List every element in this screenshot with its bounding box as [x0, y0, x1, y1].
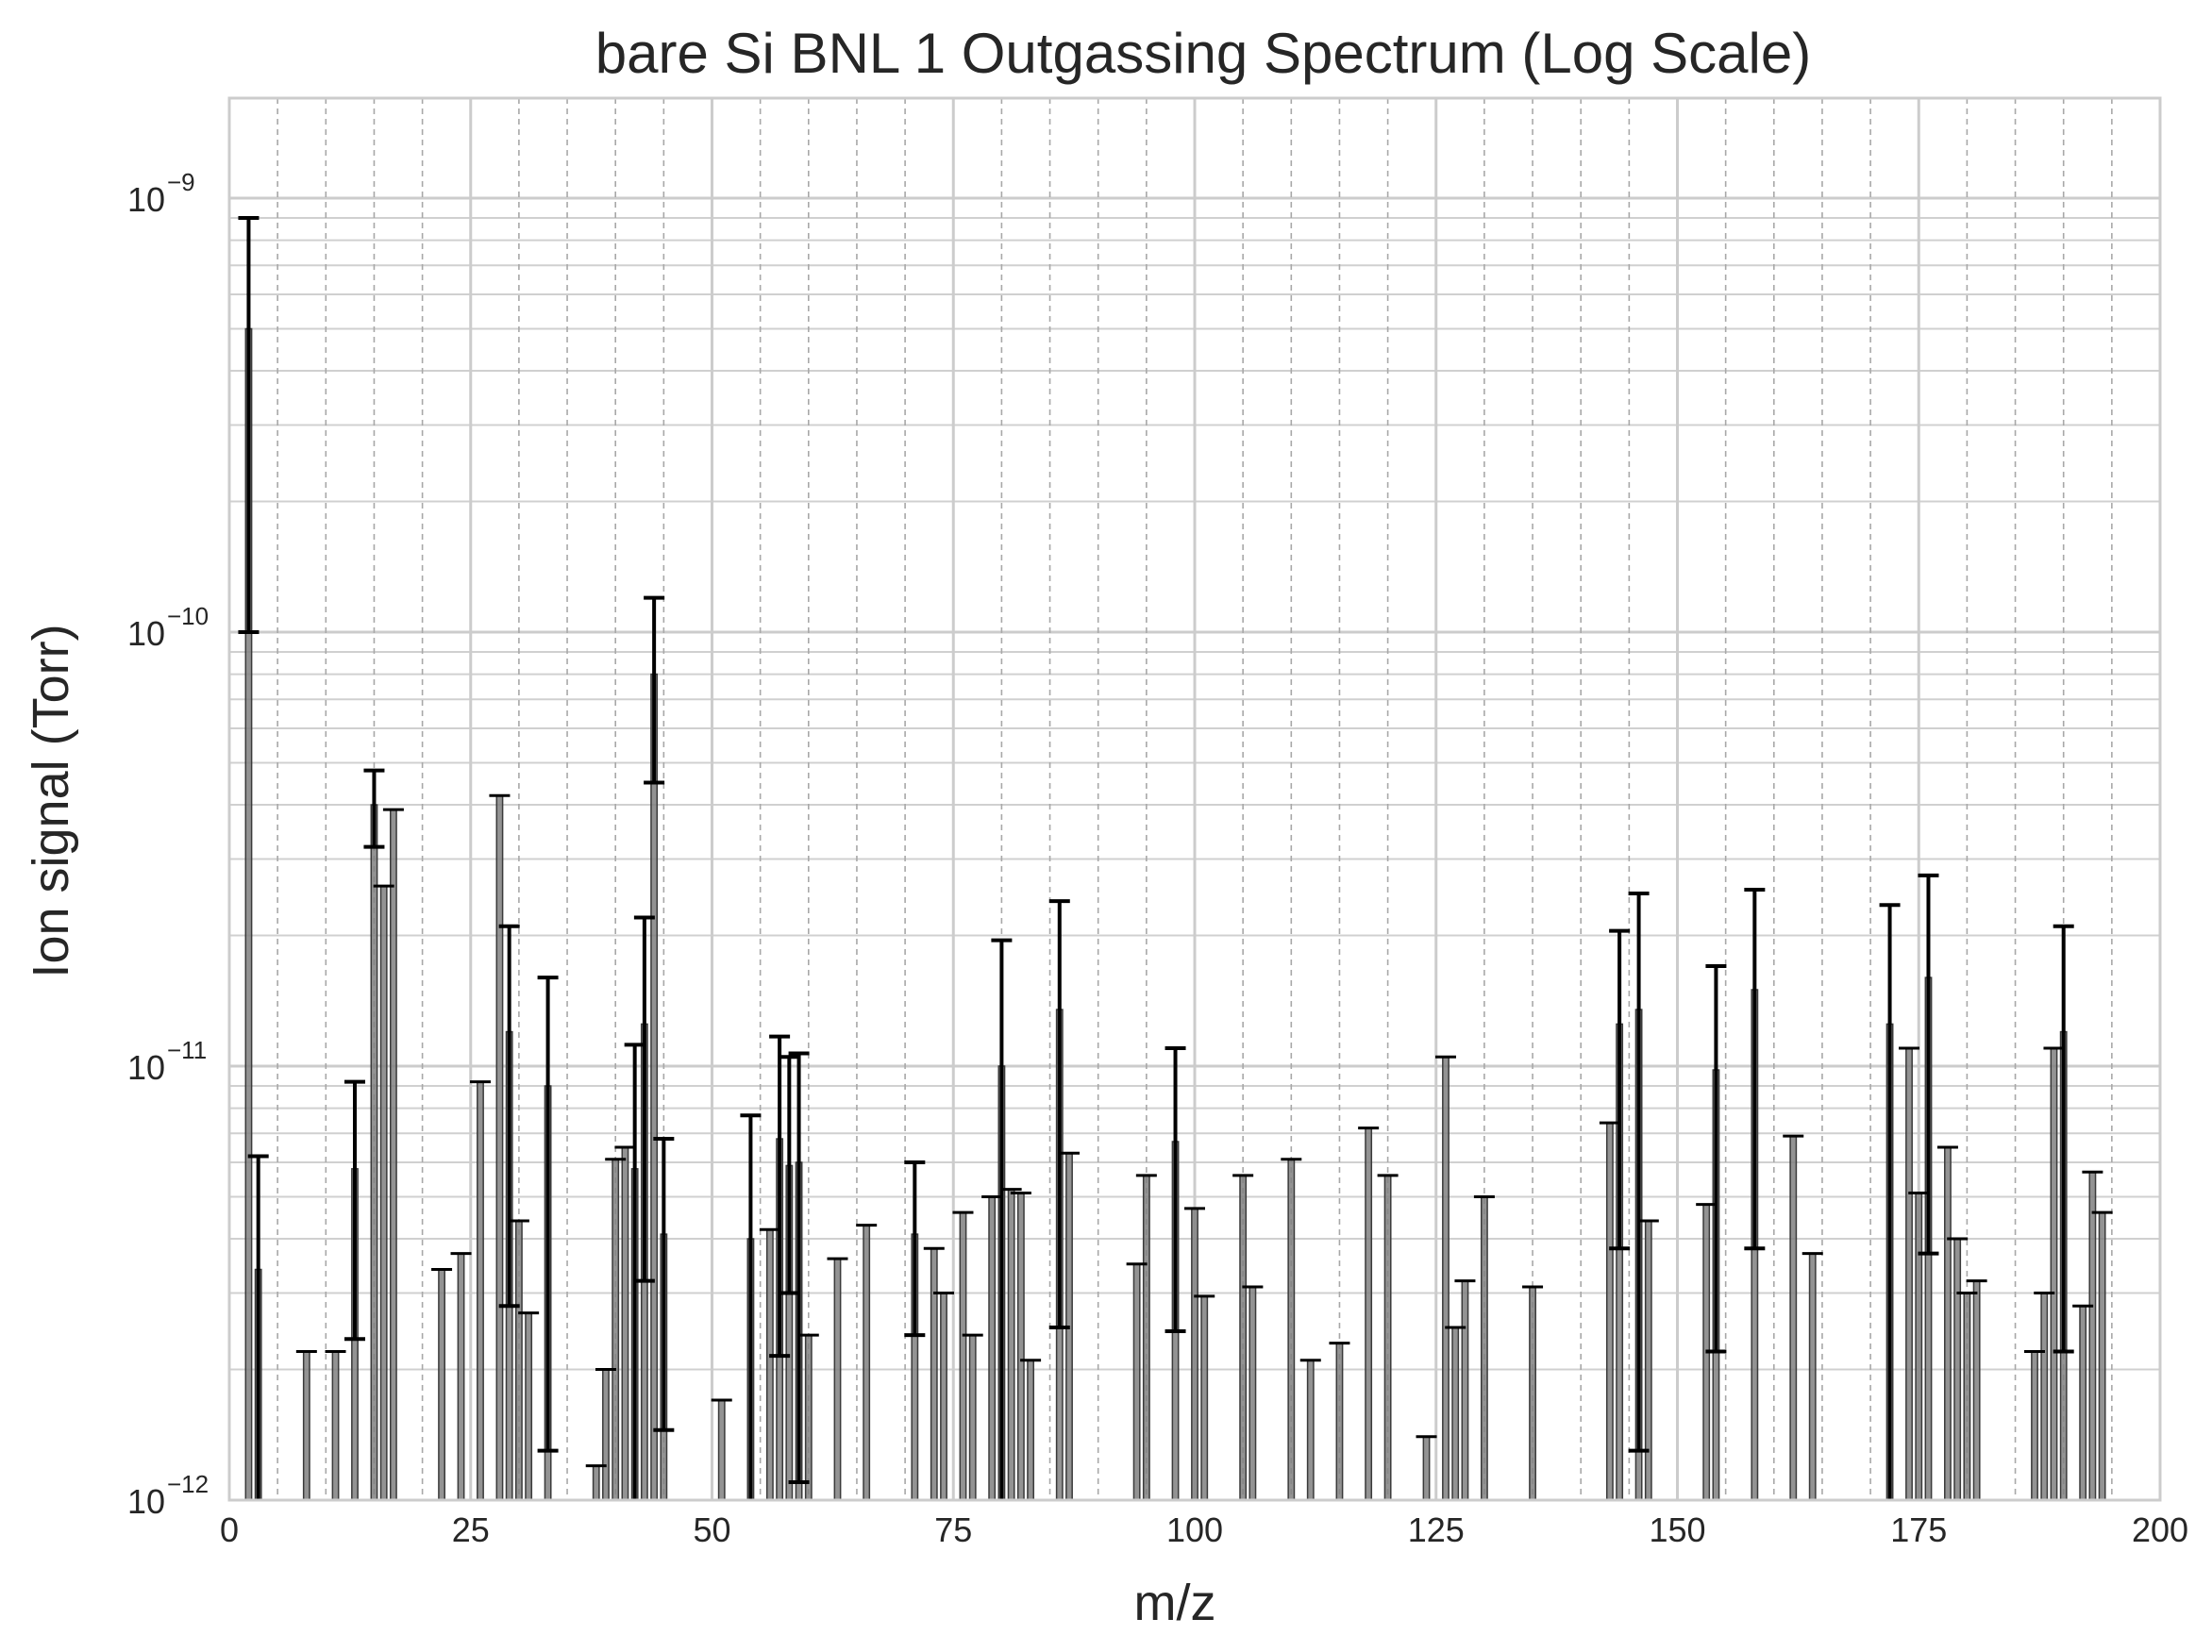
bar-mz-120	[1384, 1176, 1390, 1500]
bar-mz-106	[1249, 1287, 1255, 1500]
x-tick-label: 50	[693, 1510, 730, 1549]
bar-mz-162	[1790, 1136, 1796, 1500]
x-tick-label: 100	[1166, 1510, 1223, 1549]
bar-mz-95	[1144, 1176, 1149, 1500]
bar-mz-16	[381, 886, 387, 1500]
bar-mz-79	[989, 1196, 995, 1500]
y-axis-label: Ion signal (Torr)	[23, 624, 79, 977]
bar-mz-63	[834, 1259, 840, 1500]
bar-mz-30	[516, 1221, 522, 1500]
x-axis-label: m/z	[1134, 1575, 1216, 1631]
bar-mz-74	[941, 1293, 947, 1500]
y-tick-exponent: −11	[167, 1036, 207, 1064]
x-tick-label: 200	[2132, 1510, 2188, 1549]
bar-mz-192	[2080, 1306, 2086, 1500]
bar-mz-51	[719, 1400, 725, 1500]
bar-mz-147	[1646, 1221, 1651, 1500]
bar-mz-73	[931, 1248, 937, 1500]
bar-mz-193	[2089, 1172, 2095, 1500]
bar-mz-81	[1008, 1190, 1014, 1500]
x-tick-label: 175	[1890, 1510, 1947, 1549]
x-tick-label: 125	[1408, 1510, 1465, 1549]
y-tick-label: 10	[127, 614, 165, 653]
bar-mz-38	[594, 1466, 599, 1500]
bar-mz-17	[391, 809, 396, 1500]
y-tick-exponent: −10	[167, 602, 209, 630]
bar-mz-31	[526, 1313, 531, 1500]
bar-mz-188	[2041, 1293, 2047, 1500]
x-tick-label: 25	[452, 1510, 490, 1549]
bar-mz-180	[1964, 1293, 1969, 1500]
bar-mz-40	[612, 1160, 618, 1500]
y-tick-label: 10	[127, 1482, 165, 1521]
bar-mz-76	[960, 1212, 965, 1500]
bar-mz-143	[1607, 1123, 1613, 1500]
bar-mz-127	[1452, 1327, 1458, 1500]
bar-mz-179	[1954, 1239, 1960, 1500]
bar-mz-100	[1192, 1209, 1198, 1500]
bar-mz-39	[603, 1370, 609, 1500]
y-tick-exponent: −9	[167, 168, 195, 196]
bar-mz-130	[1482, 1196, 1487, 1500]
bar-mz-26	[478, 1082, 483, 1500]
bar-mz-77	[970, 1335, 976, 1500]
bar-mz-105	[1240, 1176, 1246, 1500]
bar-mz-66	[863, 1226, 869, 1500]
bar-mz-189	[2051, 1048, 2056, 1500]
bar-mz-44	[651, 675, 657, 1500]
bar-mz-15	[371, 805, 377, 1500]
bar-mz-56	[767, 1229, 773, 1500]
bar-mz-82	[1018, 1193, 1024, 1500]
x-tick-label: 150	[1649, 1510, 1705, 1549]
bar-mz-175	[1916, 1193, 1921, 1500]
bar-mz-187	[2032, 1351, 2037, 1500]
bar-mz-164	[1810, 1254, 1816, 1500]
chart-title: bare Si BNL 1 Outgassing Spectrum (Log S…	[595, 22, 1811, 85]
bar-mz-11	[332, 1351, 338, 1500]
bar-mz-94	[1133, 1264, 1139, 1500]
bar-mz-135	[1530, 1287, 1535, 1500]
y-tick-label: 10	[127, 180, 165, 219]
bar-mz-181	[1973, 1281, 1979, 1500]
y-tick-exponent: −12	[167, 1470, 209, 1498]
bar-mz-101	[1201, 1296, 1207, 1500]
bar-mz-110	[1288, 1160, 1294, 1500]
bar-mz-194	[2099, 1212, 2104, 1500]
bar-mz-124	[1423, 1437, 1429, 1500]
x-tick-label: 75	[934, 1510, 972, 1549]
bar-mz-83	[1028, 1360, 1033, 1500]
bar-mz-118	[1366, 1128, 1371, 1500]
bar-mz-8	[304, 1351, 310, 1500]
bar-mz-60	[806, 1335, 812, 1500]
bar-mz-28	[496, 795, 502, 1500]
x-tick-label: 0	[220, 1510, 239, 1549]
bar-mz-115	[1336, 1343, 1342, 1500]
bar-mz-128	[1462, 1281, 1467, 1500]
bar-mz-41	[622, 1147, 628, 1500]
bar-mz-112	[1308, 1360, 1314, 1500]
y-tick-label: 10	[127, 1048, 165, 1087]
bar-mz-22	[439, 1270, 444, 1500]
bar-mz-178	[1945, 1147, 1951, 1500]
bar-mz-126	[1443, 1057, 1449, 1500]
bar-mz-174	[1906, 1048, 1912, 1500]
bar-mz-24	[458, 1254, 463, 1500]
